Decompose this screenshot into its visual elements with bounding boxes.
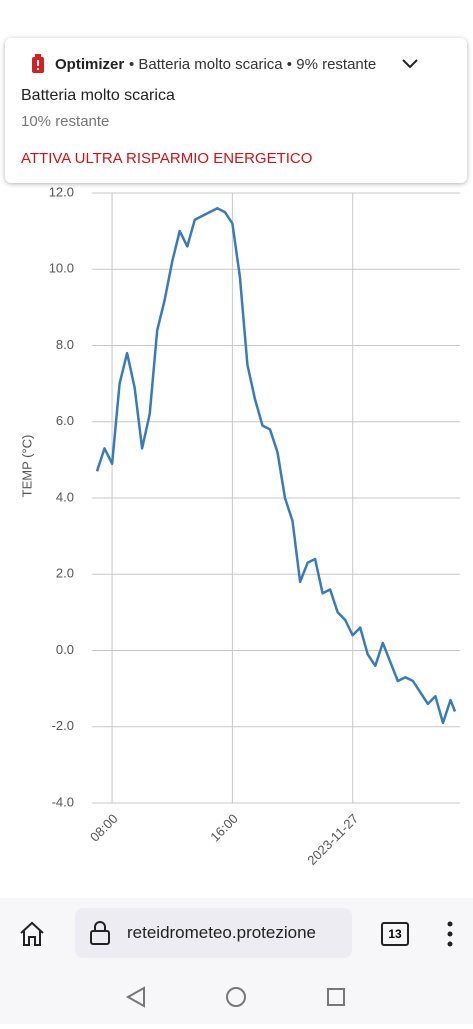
tab-count[interactable]: 13 — [381, 922, 409, 946]
battery-icon — [32, 54, 44, 73]
expand-icon[interactable] — [401, 58, 419, 70]
back-button[interactable] — [125, 986, 145, 1008]
y-tick-label: 10.0 — [49, 261, 74, 276]
summary-text: Batteria molto scarica • 9% restante — [138, 56, 377, 73]
nav-buttons — [125, 986, 345, 1008]
summary: • Batteria molto scarica • 9% restante — [129, 56, 377, 73]
home-nav-button[interactable] — [226, 987, 246, 1007]
y-tick-label: 2.0 — [56, 566, 74, 581]
y-tick-label: -4.0 — [52, 794, 74, 809]
recents-button[interactable] — [327, 988, 345, 1006]
y-tick-label: 6.0 — [56, 413, 74, 428]
y-tick-label: -2.0 — [52, 718, 74, 733]
browser-toolbar: reteidrometeo.protezione 13 — [0, 898, 473, 970]
home-button[interactable] — [18, 920, 46, 948]
y-tick-label: 0.0 — [56, 642, 74, 657]
url-bar[interactable]: reteidrometeo.protezione — [75, 908, 352, 958]
y-tick-label: 4.0 — [56, 489, 74, 504]
x-tick-label: 08:00 — [87, 811, 121, 845]
x-tick-label: 2023-11-27 — [304, 811, 361, 868]
y-axis-label: TEMP (°C) — [19, 435, 34, 498]
chart: TEMP (°C) -4.0 -2.0 0.0 2.0 4.0 6.0 8.0 10.0 12.… — [19, 184, 460, 868]
x-tick-label: 16:00 — [207, 811, 241, 845]
notif-action[interactable]: ATTIVA ULTRA RISPARMIO ENERGETICO — [21, 150, 313, 167]
notification[interactable]: Optimizer • Batteria molto scarica • 9% … — [5, 38, 467, 183]
app-name: Optimizer — [55, 56, 125, 73]
y-tick-label: 8.0 — [56, 337, 74, 352]
lock-icon — [90, 921, 110, 945]
temp-line — [95, 207, 457, 725]
y-tick-label: 12.0 — [49, 184, 74, 199]
notif-title: Batteria molto scarica — [21, 87, 175, 104]
system-nav — [0, 970, 473, 1024]
menu-button[interactable] — [446, 920, 454, 948]
notif-text: 10% restante — [21, 113, 110, 130]
url-text: reteidrometeo.protezione — [127, 923, 317, 942]
